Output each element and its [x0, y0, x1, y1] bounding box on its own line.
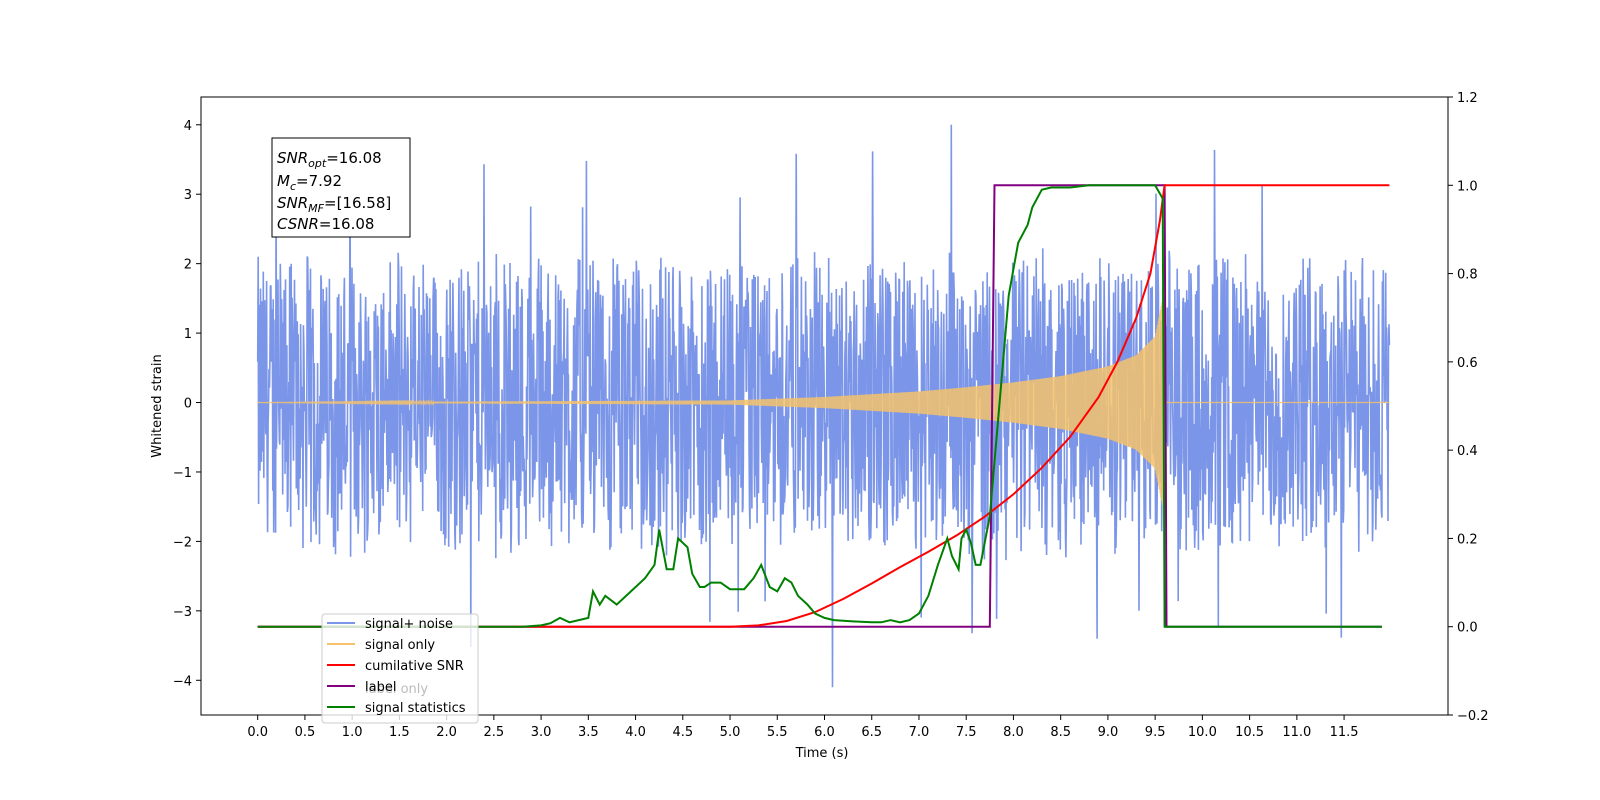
x-tick-label: 7.5 — [956, 725, 977, 740]
x-tick-label: 3.5 — [578, 725, 599, 740]
y2-tick-label: 1.2 — [1457, 91, 1478, 106]
x-tick-label: 4.5 — [672, 725, 693, 740]
y2-tick-label: 0.2 — [1457, 532, 1478, 547]
y-tick-label: −1 — [173, 466, 192, 481]
x-tick-label: 10.0 — [1188, 725, 1217, 740]
x-tick-label: 5.5 — [767, 725, 788, 740]
y2-tick-label: 0.4 — [1457, 444, 1478, 459]
x-tick-label: 2.0 — [436, 725, 457, 740]
legend-label: cumilative SNR — [365, 659, 464, 674]
x-tick-label: 7.0 — [909, 725, 930, 740]
y2-axis-ticks: −0.2 0.0 0.2 0.4 0.6 0.8 1.0 1.2 — [1448, 91, 1489, 724]
y2-tick-label: 0.0 — [1457, 621, 1478, 636]
x-tick-label: 10.5 — [1235, 725, 1264, 740]
legend-label: signal+ noise — [365, 617, 453, 632]
x-axis-ticks: 0.0 0.5 1.0 1.5 2.0 2.5 3.0 3.5 4.0 4.5 5.0 5.5 6.0 6… — [247, 715, 1359, 740]
x-tick-label: 0.0 — [247, 725, 268, 740]
annotation-line-csnr: CSNR=16.08 — [277, 215, 374, 233]
y2-tick-label: 0.8 — [1457, 268, 1478, 283]
series-cumulative-snr — [257, 184, 1390, 628]
y-tick-label: 1 — [184, 327, 192, 342]
x-tick-label: 9.0 — [1098, 725, 1119, 740]
x-tick-label: 8.0 — [1003, 725, 1024, 740]
x-tick-label: 11.5 — [1330, 725, 1359, 740]
x-tick-label: 4.0 — [625, 725, 646, 740]
data-layer — [256, 124, 1391, 688]
y-axis-label: Whitened strain — [150, 354, 165, 457]
series-signal-statistics — [257, 184, 1382, 628]
annotation-line-snr-opt: SNRopt=16.08 — [277, 149, 382, 170]
y-tick-label: 3 — [184, 188, 192, 203]
x-tick-label: 0.5 — [295, 725, 316, 740]
x-tick-label: 6.0 — [814, 725, 835, 740]
y-tick-label: 2 — [184, 258, 192, 273]
annotation-box: SNRopt=16.08 Mc=7.92 SNRMF=[16.58] CSNR=… — [271, 137, 411, 238]
x-tick-label: 9.5 — [1145, 725, 1166, 740]
legend-hidden-text: label only — [365, 682, 428, 697]
legend: label only signal+ noise signal only cumil… — [321, 613, 479, 724]
annotation-line-mc: Mc=7.92 — [277, 172, 342, 193]
legend-label: signal only — [365, 638, 435, 653]
series-signal-only — [257, 298, 1390, 505]
x-tick-label: 6.5 — [861, 725, 882, 740]
x-axis-label: Time (s) — [795, 746, 849, 761]
legend-label: label — [365, 680, 396, 695]
y-axis-ticks: −4 −3 −2 −1 0 1 2 3 4 — [173, 119, 201, 689]
y-tick-label: −4 — [173, 674, 192, 689]
x-tick-label: 2.5 — [484, 725, 505, 740]
annotation-line-snr-mf: SNRMF=[16.58] — [277, 194, 391, 215]
y2-tick-label: 0.6 — [1457, 356, 1478, 371]
x-tick-label: 8.5 — [1050, 725, 1071, 740]
x-tick-label: 11.0 — [1282, 725, 1311, 740]
series-signal-noise — [256, 124, 1391, 688]
y-tick-label: 4 — [184, 119, 192, 134]
x-tick-label: 1.5 — [389, 725, 410, 740]
x-tick-label: 5.0 — [720, 725, 741, 740]
y2-tick-label: 1.0 — [1457, 179, 1478, 194]
y-tick-label: −2 — [173, 535, 192, 550]
legend-label: signal statistics — [365, 701, 466, 716]
x-tick-label: 1.0 — [342, 725, 363, 740]
y2-tick-label: −0.2 — [1457, 709, 1489, 724]
y-tick-label: 0 — [184, 397, 192, 412]
y-tick-label: −3 — [173, 605, 192, 620]
x-tick-label: 3.0 — [531, 725, 552, 740]
